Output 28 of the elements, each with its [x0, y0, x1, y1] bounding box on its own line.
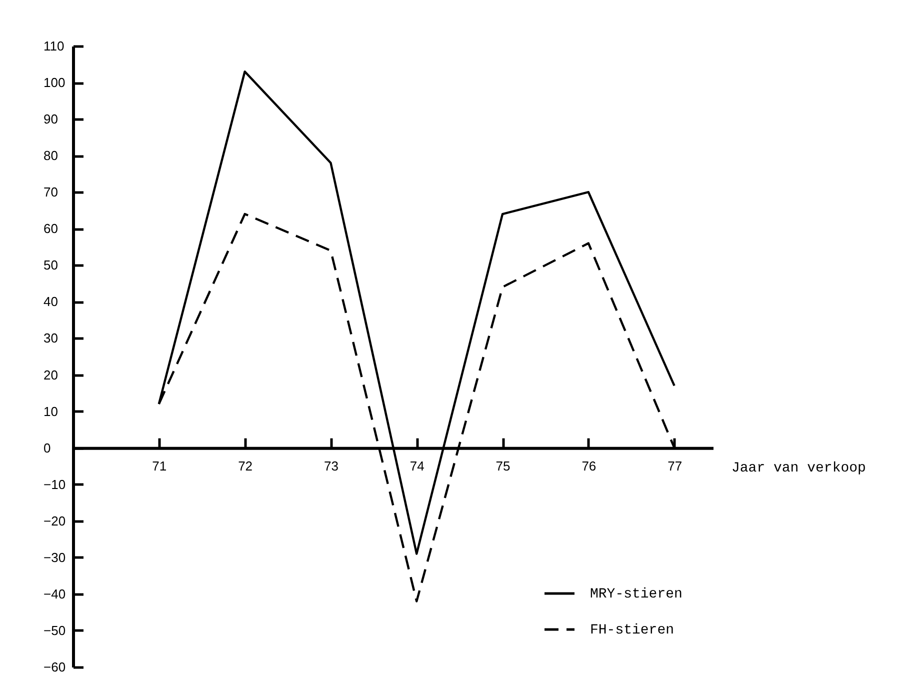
x-tick-label: 72 — [238, 458, 253, 474]
y-tick-label: 90 — [44, 112, 58, 127]
y-tick-label: −50 — [44, 622, 66, 638]
x-tick-label: 75 — [496, 458, 510, 474]
y-tick-label: −60 — [44, 660, 66, 674]
y-tick-label: 40 — [44, 294, 58, 310]
y-tick-label: −20 — [44, 513, 66, 528]
y-tick-label: −40 — [44, 586, 66, 602]
y-tick-label: 50 — [44, 258, 58, 273]
x-tick-label: 76 — [582, 458, 596, 474]
y-tick-label: −30 — [44, 550, 66, 565]
y-tick-label: 100 — [44, 75, 66, 90]
y-tick-label: −10 — [44, 476, 66, 492]
x-tick-label: 74 — [410, 458, 424, 474]
y-tick-label: 30 — [44, 330, 58, 346]
y-tick-label: 60 — [44, 221, 58, 236]
legend-label: MRY-stieren — [590, 586, 682, 602]
y-tick-label: 10 — [44, 404, 58, 419]
y-tick-label: 80 — [44, 148, 58, 164]
legend-label: FH-stieren — [590, 622, 674, 638]
y-tick-label: 0 — [44, 440, 51, 456]
y-tick-label: 20 — [44, 367, 58, 382]
x-tick-label: 77 — [668, 458, 682, 474]
x-axis-title: Jaar van verkoop — [732, 460, 866, 476]
x-tick-label: 73 — [324, 458, 338, 474]
x-tick-label: 71 — [152, 458, 167, 474]
y-tick-label: 70 — [44, 184, 58, 200]
y-tick-label: 110 — [44, 38, 64, 54]
